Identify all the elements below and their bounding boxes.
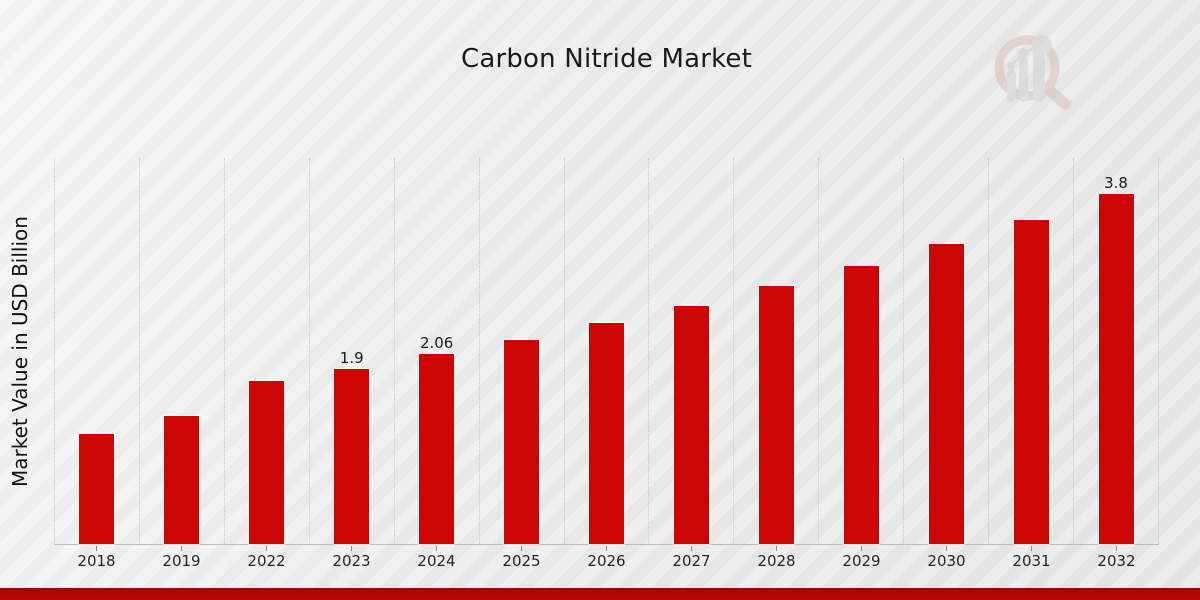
bar-2026: [588, 323, 624, 544]
x-axis-cell-2025: 2025: [479, 546, 564, 570]
x-axis-tick: [776, 546, 777, 551]
x-axis-cell-2023: 2023: [309, 546, 394, 570]
bar-column-2030: [904, 158, 990, 544]
plot-area: 1.9 2.06 3.8: [54, 158, 1159, 545]
bar-value-label-2024: 2.06: [419, 334, 454, 352]
x-axis-cell-2019: 2019: [139, 546, 224, 570]
x-axis-tick: [266, 546, 267, 551]
x-axis-cell-2018: 2018: [54, 546, 139, 570]
x-axis-tick-label-2026: 2026: [587, 552, 626, 570]
x-axis-cell-2028: 2028: [734, 546, 819, 570]
x-axis-tick: [1116, 546, 1117, 551]
bar-2029: [843, 266, 879, 544]
bar-column-2018: [55, 158, 140, 544]
x-axis-tick-label-2029: 2029: [842, 552, 881, 570]
bar-column-2025: [480, 158, 565, 544]
bar-2023: [334, 369, 370, 544]
y-axis-label: Market Value in USD Billion: [8, 216, 32, 487]
x-axis-tick-label-2019: 2019: [162, 552, 201, 570]
x-axis-tick: [181, 546, 182, 551]
bar-column-2022: [225, 158, 310, 544]
bar-2024: [419, 354, 455, 544]
x-axis-cell-2029: 2029: [819, 546, 904, 570]
logo-trend-dot: [1018, 48, 1028, 58]
x-axis-cell-2024: 2024: [394, 546, 479, 570]
magnifier-bar-chart-watermark-icon: [994, 35, 1071, 110]
bar-2027: [673, 306, 709, 544]
bar-column-2028: [734, 158, 820, 544]
bar-column-2023: 1.9: [310, 158, 395, 544]
x-axis-cell-2030: 2030: [904, 546, 989, 570]
x-axis-tick-label-2027: 2027: [672, 552, 711, 570]
logo-bar-small: [1007, 70, 1016, 102]
bar-column-2029: [819, 158, 905, 544]
bar-2022: [249, 381, 285, 544]
x-axis-tick-label-2031: 2031: [1012, 552, 1051, 570]
bar-column-2031: [989, 158, 1075, 544]
x-axis-tick: [691, 546, 692, 551]
x-axis: 2018 2019 2022 2023 2024 2025 2026 2027 2028 2029…: [54, 546, 1159, 570]
x-axis-tick-label-2018: 2018: [77, 552, 116, 570]
x-axis-tick: [436, 546, 437, 551]
bar-column-2027: [649, 158, 735, 544]
x-axis-tick-label-2023: 2023: [332, 552, 371, 570]
x-axis-tick-label-2024: 2024: [417, 552, 456, 570]
bar-column-2032: 3.8: [1074, 158, 1159, 544]
x-axis-tick: [861, 546, 862, 551]
x-axis-cell-2022: 2022: [224, 546, 309, 570]
x-axis-tick: [1031, 546, 1032, 551]
bar-column-2026: [565, 158, 650, 544]
bar-2030: [928, 244, 964, 544]
x-axis-tick-label-2022: 2022: [247, 552, 286, 570]
bar-2019: [164, 416, 200, 544]
bar-2031: [1013, 220, 1049, 544]
bar-2018: [79, 434, 115, 544]
x-axis-tick-label-2025: 2025: [502, 552, 541, 570]
x-axis-cell-2026: 2026: [564, 546, 649, 570]
bar-2028: [758, 286, 794, 544]
bar-value-label-2032: 3.8: [1104, 174, 1128, 192]
logo-bar-large: [1033, 46, 1045, 102]
logo-trend-dot: [1032, 35, 1052, 55]
x-axis-tick: [606, 546, 607, 551]
logo-bar-medium: [1019, 57, 1028, 102]
x-axis-tick: [351, 546, 352, 551]
x-axis-tick: [521, 546, 522, 551]
x-axis-cell-2032: 2032: [1074, 546, 1159, 570]
bar-value-label-2023: 1.9: [339, 349, 364, 367]
bar-2032: [1098, 194, 1134, 544]
x-axis-tick-label-2030: 2030: [927, 552, 966, 570]
magnifier-handle: [1042, 83, 1071, 110]
bar-2025: [504, 340, 540, 544]
x-axis-tick: [946, 546, 947, 551]
x-axis-cell-2031: 2031: [989, 546, 1074, 570]
bar-column-2019: [140, 158, 225, 544]
x-axis-cell-2027: 2027: [649, 546, 734, 570]
footer-accent-bar: [0, 588, 1200, 600]
x-axis-tick-label-2028: 2028: [757, 552, 796, 570]
logo-trend-dot: [1007, 62, 1015, 70]
chart-title: Carbon Nitride Market: [460, 44, 753, 74]
x-axis-tick-label-2032: 2032: [1097, 552, 1136, 570]
x-axis-tick: [96, 546, 97, 551]
bar-column-2024: 2.06: [395, 158, 480, 544]
